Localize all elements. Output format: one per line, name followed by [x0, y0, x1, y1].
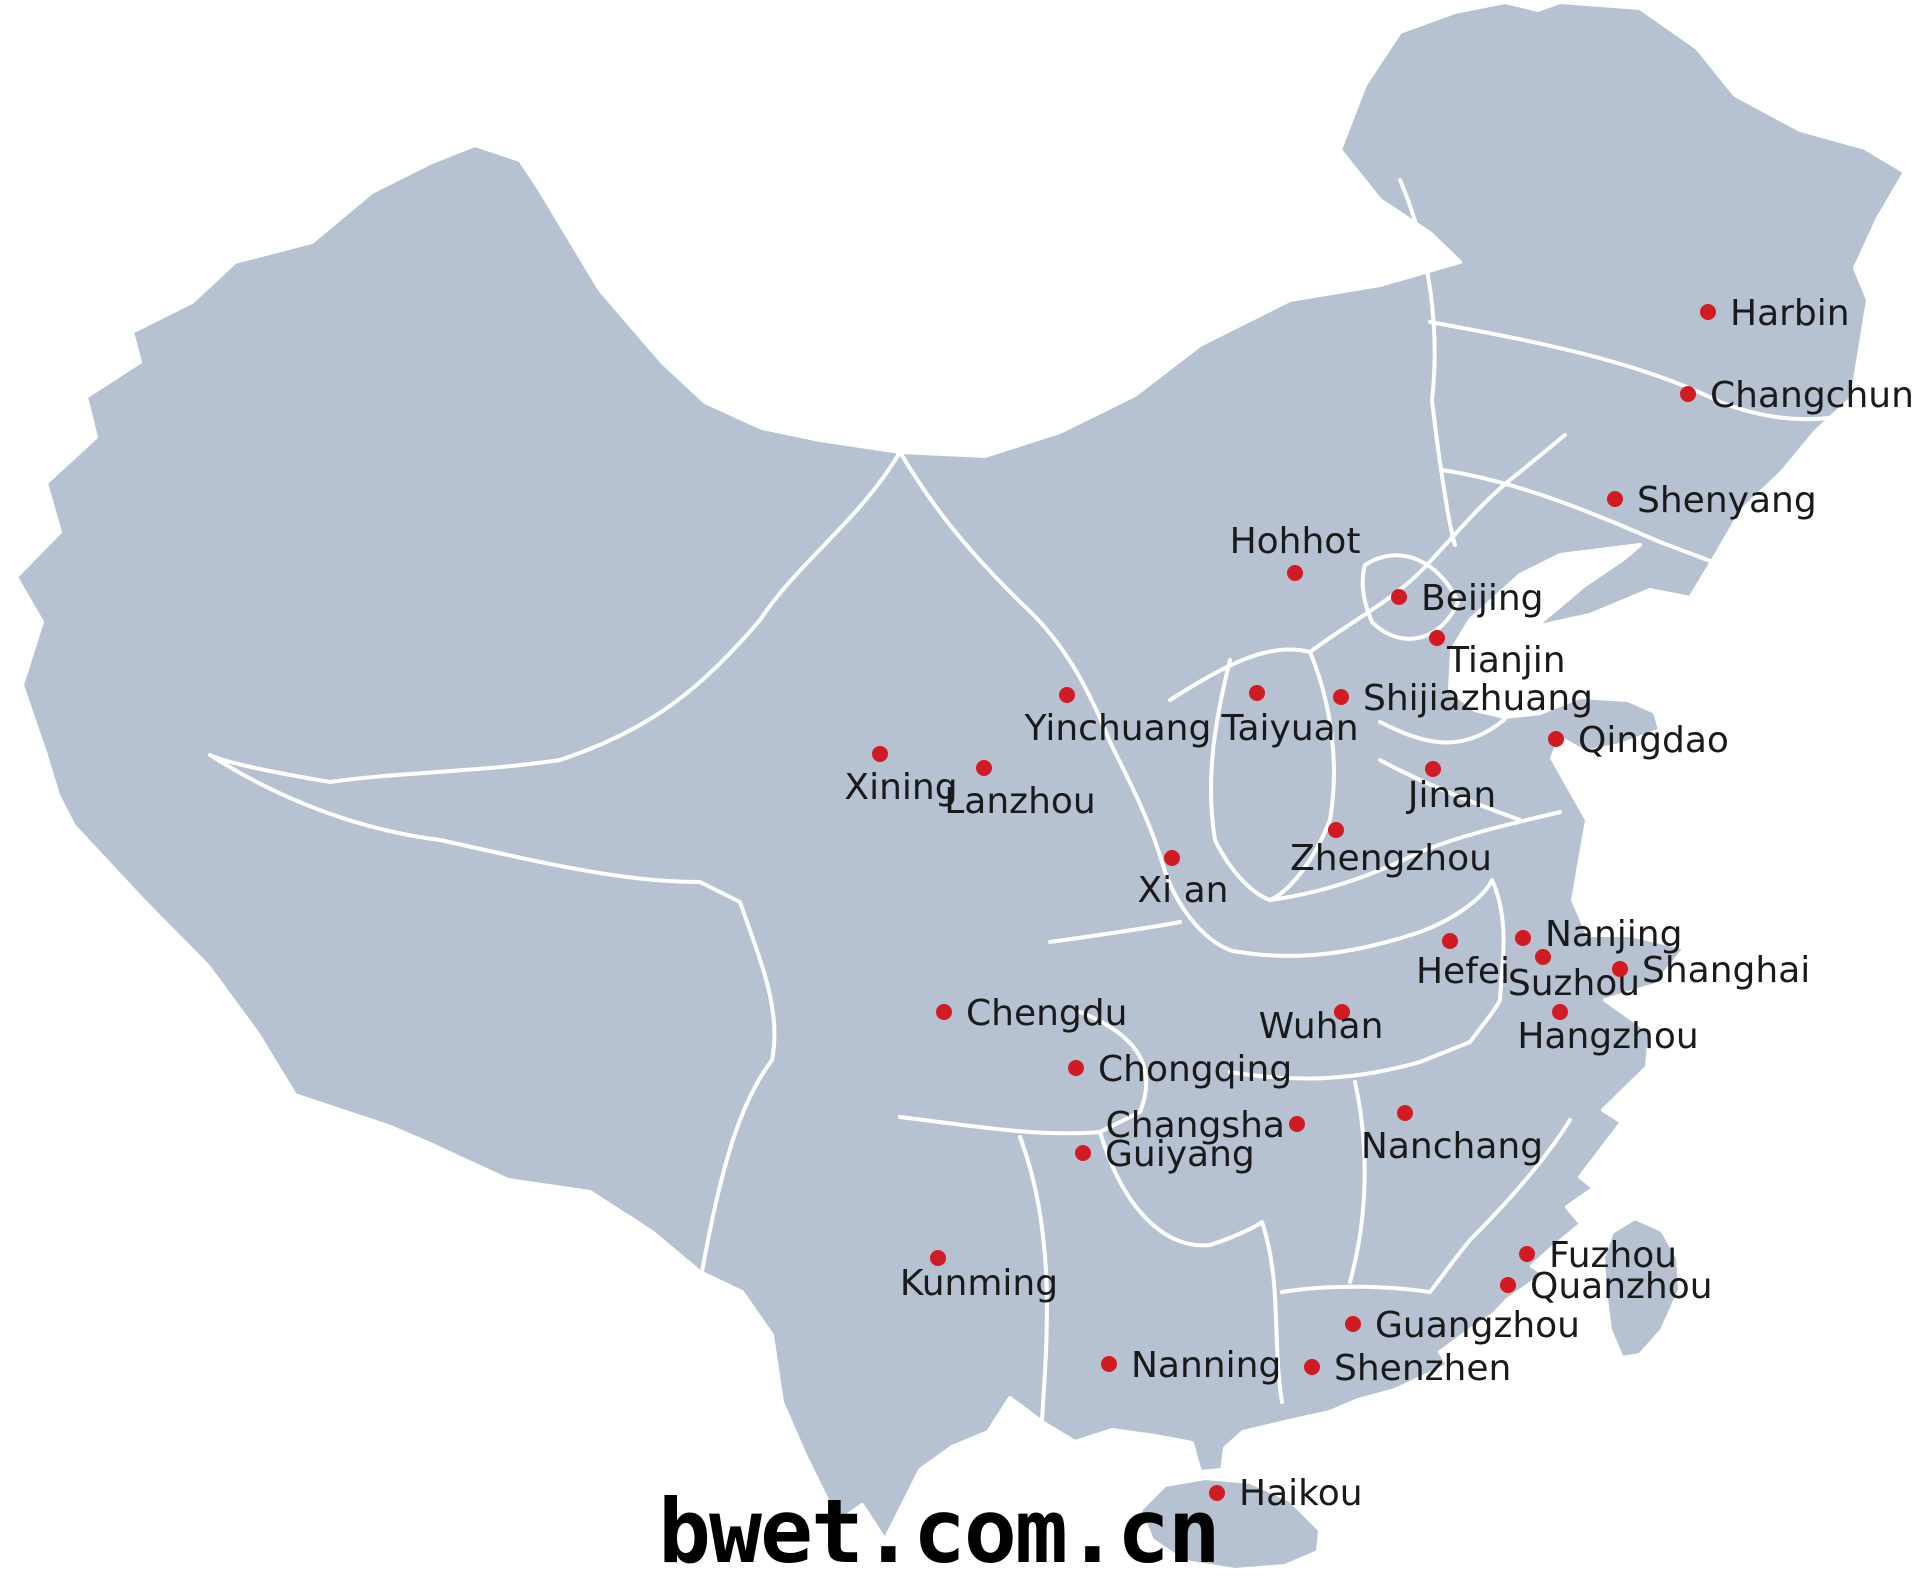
- city-dot-qingdao: [1548, 731, 1564, 747]
- city-dot-hefei: [1442, 933, 1458, 949]
- city-label-taiyuan: Taiyuan: [1220, 708, 1358, 749]
- city-dot-kunming: [930, 1250, 946, 1266]
- city-label-shanghai: Shanghai: [1642, 950, 1810, 991]
- city-label-guiyang: Guiyang: [1105, 1134, 1255, 1175]
- city-label-xining: Xining: [844, 767, 957, 808]
- city-dot-nanchang: [1397, 1105, 1413, 1121]
- city-dot-xining: [872, 746, 888, 762]
- cities-layer: Harbin Changchun Shenyang Hohhot Beijing Tian…: [844, 293, 1914, 1514]
- city-label-jinan: Jinan: [1406, 775, 1496, 816]
- city-dot-beijing: [1391, 589, 1407, 605]
- city-dot-suzhou: [1535, 949, 1551, 965]
- city-dot-nanjing: [1515, 930, 1531, 946]
- city-dot-quanzhou: [1500, 1277, 1516, 1293]
- city-dot-tianjin: [1429, 630, 1445, 646]
- province-borders: [208, 178, 1864, 1422]
- city-label-haikou: Haikou: [1239, 1473, 1363, 1514]
- city-label-hangzhou: Hangzhou: [1517, 1016, 1698, 1057]
- city-dot-shijiazhuang: [1333, 689, 1349, 705]
- city-label-xi-an: Xi an: [1138, 870, 1229, 911]
- hainan-island-shape: [1138, 1476, 1322, 1572]
- city-dot-jinan: [1425, 761, 1441, 777]
- city-dot-nanning: [1101, 1356, 1117, 1372]
- city-label-nanning: Nanning: [1131, 1345, 1281, 1386]
- city-dot-guiyang: [1075, 1145, 1091, 1161]
- city-label-chengdu: Chengdu: [966, 993, 1127, 1034]
- city-label-shenyang: Shenyang: [1637, 480, 1817, 521]
- city-dot-zhengzhou: [1328, 822, 1344, 838]
- city-dot-hangzhou: [1552, 1004, 1568, 1020]
- city-dot-changchun: [1680, 386, 1696, 402]
- city-label-yinchuang: Yinchuang: [1024, 708, 1212, 749]
- city-label-nanjing: Nanjing: [1545, 914, 1682, 955]
- city-label-harbin: Harbin: [1730, 293, 1850, 334]
- city-label-wuhan: Wuhan: [1259, 1006, 1384, 1047]
- city-label-changsha: Changsha: [1106, 1105, 1285, 1146]
- city-dot-fuzhou: [1519, 1246, 1535, 1262]
- city-label-tianjin: Tianjin: [1446, 640, 1566, 681]
- city-dot-haikou: [1209, 1485, 1225, 1501]
- city-label-kunming: Kunming: [900, 1263, 1058, 1304]
- city-label-hefei: Hefei: [1416, 951, 1510, 992]
- city-label-shijiazhuang: Shijiazhuang: [1363, 678, 1593, 719]
- city-dot-yinchuang: [1059, 687, 1075, 703]
- city-dot-lanzhou: [976, 760, 992, 776]
- city-dot-hohhot: [1287, 565, 1303, 581]
- city-label-shenzhen: Shenzhen: [1334, 1348, 1511, 1389]
- city-label-guangzhou: Guangzhou: [1375, 1305, 1580, 1346]
- city-dot-harbin: [1700, 304, 1716, 320]
- city-label-chongqing: Chongqing: [1098, 1049, 1292, 1090]
- city-label-nanchang: Nanchang: [1361, 1126, 1543, 1167]
- city-dot-changsha: [1289, 1116, 1305, 1132]
- city-dot-xi-an: [1164, 850, 1180, 866]
- city-dot-taiyuan: [1249, 685, 1265, 701]
- city-dot-shenyang: [1607, 491, 1623, 507]
- city-label-lanzhou: Lanzhou: [944, 781, 1096, 822]
- city-dot-chongqing: [1068, 1060, 1084, 1076]
- city-dot-wuhan: [1334, 1004, 1350, 1020]
- city-label-zhengzhou: Zhengzhou: [1290, 838, 1492, 879]
- city-label-qingdao: Qingdao: [1578, 720, 1729, 761]
- city-label-quanzhou: Quanzhou: [1530, 1266, 1713, 1307]
- city-label-hohhot: Hohhot: [1230, 521, 1361, 562]
- city-dot-guangzhou: [1345, 1316, 1361, 1332]
- city-dot-shenzhen: [1304, 1359, 1320, 1375]
- taiwan-island-shape: [1601, 1216, 1682, 1360]
- city-label-beijing: Beijing: [1421, 578, 1544, 619]
- watermark-text: bwet.com.cn: [658, 1480, 1221, 1583]
- city-label-fuzhou: Fuzhou: [1549, 1235, 1677, 1276]
- city-dot-chengdu: [936, 1004, 952, 1020]
- city-label-changchun: Changchun: [1710, 375, 1914, 416]
- city-dot-shanghai: [1612, 961, 1628, 977]
